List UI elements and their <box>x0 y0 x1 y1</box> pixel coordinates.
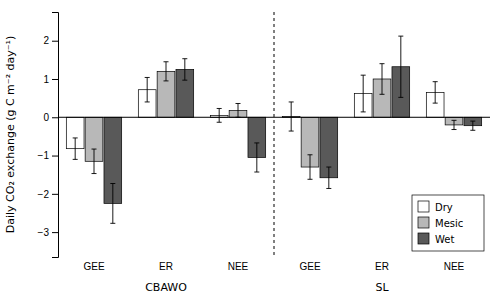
tick-label: NEE <box>444 261 465 272</box>
error-bar <box>361 75 366 112</box>
error-bar <box>145 77 150 102</box>
tick-mark <box>52 41 58 42</box>
tick: 0 <box>43 112 58 123</box>
error-bar <box>254 143 259 172</box>
tick: NEE <box>444 257 465 272</box>
error-bar <box>470 121 475 130</box>
group-label: CBAWO <box>145 281 187 294</box>
group-label: SL <box>375 281 389 294</box>
legend-entry: Wet <box>418 233 454 245</box>
tick-label: GEE <box>299 261 320 272</box>
legend-swatch <box>418 217 429 228</box>
legend-swatch <box>418 233 429 244</box>
tick: ER <box>159 257 173 272</box>
tick: GEE <box>299 257 320 272</box>
error-bar <box>308 155 313 180</box>
error-bar <box>92 149 97 174</box>
error-bar <box>217 108 222 122</box>
tick-label: 1 <box>43 74 49 85</box>
tick-label: GEE <box>83 261 104 272</box>
error-bar <box>110 184 115 224</box>
axis-line <box>52 13 59 258</box>
tick: ER <box>375 257 389 272</box>
error-bar <box>398 36 403 97</box>
divider <box>274 12 275 257</box>
tick-label: −3 <box>38 227 50 238</box>
tick-label: NEE <box>228 261 249 272</box>
error-bar <box>73 138 78 159</box>
error-bar <box>182 59 187 80</box>
legend-label: Wet <box>435 234 454 245</box>
error-bar <box>433 82 438 103</box>
x-axis: GEE ER NEE GEE ER NEE <box>83 257 464 272</box>
tick: −3 <box>38 227 58 238</box>
y-axis-title: Daily CO₂ exchange (g C m⁻² day⁻¹) <box>4 36 17 234</box>
tick: 1 <box>43 74 58 85</box>
error-bar <box>164 62 169 81</box>
error-bar <box>289 102 294 131</box>
error-bar <box>236 103 241 117</box>
error-bar <box>452 120 457 129</box>
chart: −3 −2 −1 0 1 2 GEE ER NEE GEE ER NEE CBAWO SL Daily CO… <box>0 0 500 303</box>
y-axis: −3 −2 −1 0 1 2 <box>38 13 59 258</box>
legend-frame <box>412 195 484 251</box>
tick-mark <box>52 156 58 157</box>
tick: 2 <box>43 35 58 46</box>
error-bar <box>380 64 385 95</box>
tick: GEE <box>83 257 104 272</box>
tick-mark <box>52 194 58 195</box>
tick-label: 0 <box>43 112 49 123</box>
tick-label: ER <box>159 261 173 272</box>
legend-label: Dry <box>435 202 453 213</box>
legend-entry: Mesic <box>418 217 463 229</box>
tick: NEE <box>228 257 249 272</box>
legend-entry: Dry <box>418 201 453 213</box>
tick: −2 <box>38 189 58 200</box>
error-bars <box>73 75 438 159</box>
tick-label: −1 <box>38 150 50 161</box>
tick-mark <box>52 79 58 80</box>
tick: −1 <box>38 150 58 161</box>
error-bar <box>326 167 331 188</box>
bar-series <box>104 67 482 204</box>
tick-label: −2 <box>38 189 50 200</box>
legend: Dry Mesic Wet <box>412 195 484 251</box>
tick-mark <box>52 117 58 118</box>
legend-swatch <box>418 201 429 212</box>
tick-label: ER <box>375 261 389 272</box>
tick-label: 2 <box>43 35 49 46</box>
tick-mark <box>52 232 58 233</box>
legend-label: Mesic <box>435 218 463 229</box>
